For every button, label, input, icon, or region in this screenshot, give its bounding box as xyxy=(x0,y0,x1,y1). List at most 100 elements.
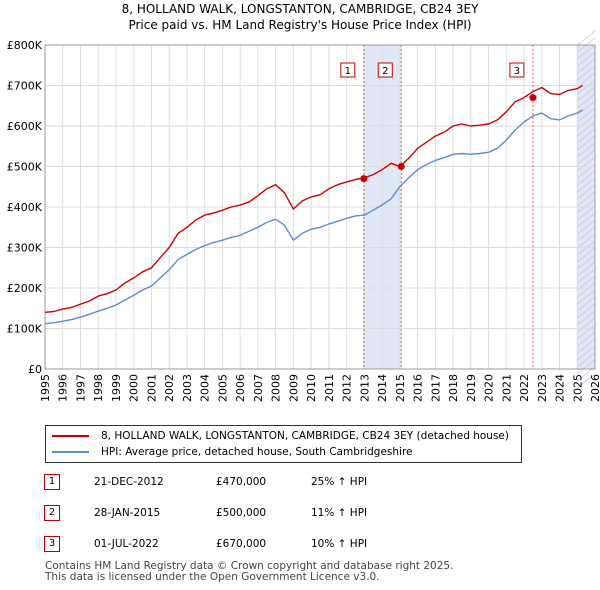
sale-number-badge: 1 xyxy=(44,474,60,490)
x-tick-label: 2007 xyxy=(252,374,265,402)
sale-date: 28-JAN-2015 xyxy=(94,507,161,519)
x-tick-label: 2018 xyxy=(447,374,460,402)
x-tick-label: 2001 xyxy=(145,374,158,402)
x-tick-label: 1997 xyxy=(74,374,87,402)
hatch-line xyxy=(577,261,596,277)
y-tick-label: £200K xyxy=(7,282,43,295)
x-tick-label: 2017 xyxy=(429,374,442,402)
hatch-line xyxy=(577,359,596,375)
hatch-line xyxy=(577,373,596,389)
sale-point xyxy=(529,94,537,102)
x-tick-label: 2026 xyxy=(589,374,600,402)
hatch-line xyxy=(577,100,596,116)
sale-price: £500,000 xyxy=(216,507,267,519)
y-tick-label: £100K xyxy=(7,323,43,336)
x-tick-label: 2015 xyxy=(394,374,407,402)
hatch-line xyxy=(577,324,596,340)
x-tick-label: 2005 xyxy=(216,374,229,402)
sale-label-box xyxy=(377,62,393,78)
hatch-line xyxy=(577,51,596,67)
x-tick-label: 2019 xyxy=(465,374,478,402)
x-tick-label: 2004 xyxy=(199,374,212,402)
hatch-line xyxy=(577,268,596,284)
footer-licence: This data is licensed under the Open Gov… xyxy=(45,571,380,583)
x-tick-label: 2010 xyxy=(305,374,318,402)
hatch-line xyxy=(577,198,596,214)
hatch-line xyxy=(577,247,596,263)
hatch-line xyxy=(577,72,596,88)
hatch-line xyxy=(577,184,596,200)
hatch-line xyxy=(577,282,596,298)
hatch-line xyxy=(577,128,596,144)
sale-label-box xyxy=(509,62,525,78)
hatch-line xyxy=(577,44,596,60)
sale-date: 21-DEC-2012 xyxy=(94,476,164,488)
sale-hpi-change: 11% ↑ HPI xyxy=(311,507,368,519)
table-row: 3 01-JUL-2022 £670,000 10% ↑ HPI xyxy=(44,536,444,554)
sale-price: £470,000 xyxy=(216,476,267,488)
hatch-line xyxy=(577,254,596,270)
sale-point xyxy=(360,175,368,183)
sale-label-number: 3 xyxy=(514,66,520,77)
plot-frame xyxy=(44,44,596,370)
hatch-line xyxy=(577,317,596,333)
x-tick-label: 2014 xyxy=(376,374,389,402)
hatch-line xyxy=(577,191,596,207)
y-tick-label: £600K xyxy=(7,120,43,133)
x-tick-label: 2021 xyxy=(500,374,513,402)
hatch-line xyxy=(577,331,596,347)
legend-swatch-hpi xyxy=(52,451,89,453)
legend-item-property: 8, HOLLAND WALK, LONGSTANTON, CAMBRIDGE,… xyxy=(52,429,509,443)
price-chart: £0 £100K £200K £300K £400K £500K £600K £700K £80… xyxy=(7,30,600,402)
hpi-line xyxy=(44,109,583,325)
hatch-line xyxy=(577,289,596,305)
property-price-line xyxy=(44,84,583,313)
y-tick-label: £800K xyxy=(7,39,43,52)
x-tick-label: 2025 xyxy=(571,374,584,402)
y-tick-label: £0 xyxy=(28,363,42,376)
legend-label-hpi: HPI: Average price, detached house, Sout… xyxy=(101,446,413,458)
y-tick-label: £400K xyxy=(7,201,43,214)
hatch-line xyxy=(577,303,596,319)
hatch-line xyxy=(577,345,596,361)
footer-copyright: Contains HM Land Registry data © Crown c… xyxy=(45,560,454,572)
hatch-line xyxy=(577,310,596,326)
hatch-line xyxy=(577,219,596,235)
x-tick-label: 2020 xyxy=(483,374,496,402)
x-tick-label: 2000 xyxy=(128,374,141,402)
legend-swatch-property xyxy=(52,435,89,437)
hatch-line xyxy=(577,86,596,102)
hatch-line xyxy=(577,233,596,249)
x-tick-label: 2024 xyxy=(554,374,567,402)
table-row: 1 21-DEC-2012 £470,000 25% ↑ HPI xyxy=(44,474,444,492)
x-tick-label: 2022 xyxy=(518,374,531,402)
sale-label-box xyxy=(340,62,356,78)
hatch-line xyxy=(577,79,596,95)
x-tick-label: 1998 xyxy=(92,374,105,402)
sale-point xyxy=(397,163,405,170)
hatch-line xyxy=(577,114,596,130)
hatch-line xyxy=(577,149,596,165)
x-tick-label: 2012 xyxy=(341,374,354,402)
hatch-line xyxy=(577,205,596,221)
hatch-line xyxy=(577,30,596,46)
sale-hpi-change: 25% ↑ HPI xyxy=(311,476,368,488)
footer-attribution: Contains HM Land Registry data © Crown c… xyxy=(45,561,453,583)
hatch-line xyxy=(577,296,596,312)
legend: 8, HOLLAND WALK, LONGSTANTON, CAMBRIDGE,… xyxy=(45,425,522,463)
sale-number-badge: 3 xyxy=(44,536,60,552)
sale-label-number: 2 xyxy=(382,66,388,77)
hatch-line xyxy=(577,212,596,228)
x-tick-label: 2006 xyxy=(234,374,247,402)
sale-date: 01-JUL-2022 xyxy=(94,538,159,550)
x-tick-label: 2016 xyxy=(412,374,425,402)
hatch-line xyxy=(577,156,596,172)
x-tick-label: 2003 xyxy=(181,374,194,402)
hatch-line xyxy=(577,226,596,242)
x-tick-label: 1999 xyxy=(110,374,123,402)
hatch-line xyxy=(577,170,596,186)
x-tick-label: 2009 xyxy=(287,374,300,402)
x-tick-label: 2013 xyxy=(358,374,371,402)
x-tick-label: 2002 xyxy=(163,374,176,402)
hatch-line xyxy=(577,177,596,193)
